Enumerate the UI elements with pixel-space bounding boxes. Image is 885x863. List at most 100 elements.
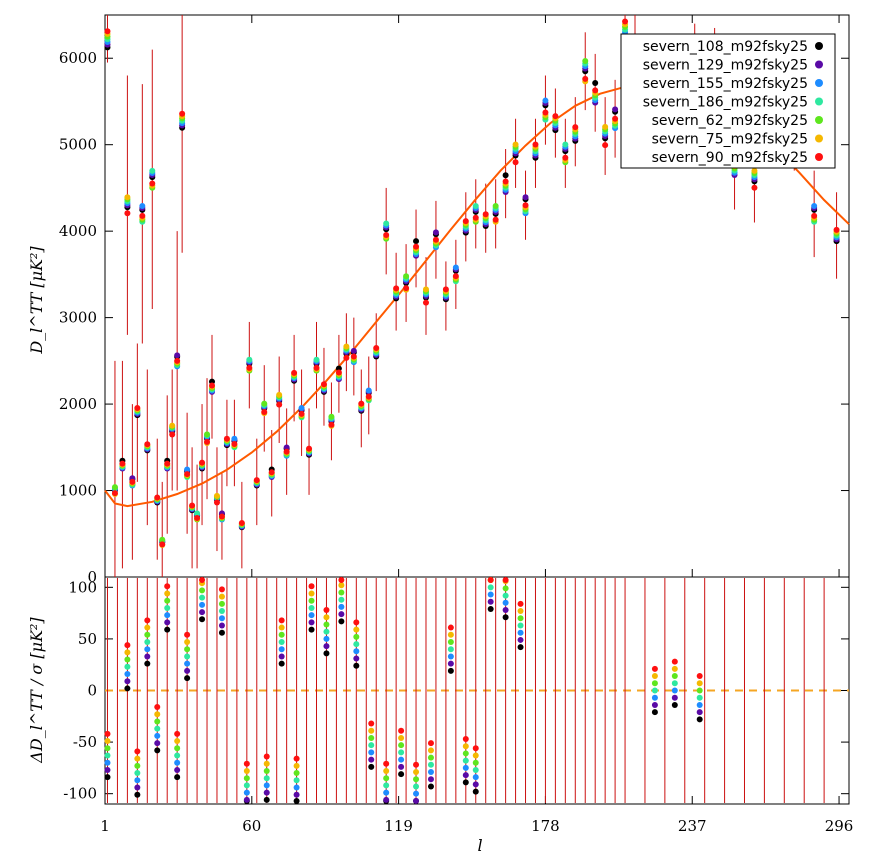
residual-point xyxy=(278,639,285,646)
residual-point xyxy=(398,763,405,770)
bottom-y-tick-labels: -100 -50 0 50 100 xyxy=(63,578,97,802)
data-point xyxy=(104,28,111,35)
residual-point xyxy=(368,756,375,763)
top-y-tick-label: 2000 xyxy=(59,395,97,413)
residual-point xyxy=(398,771,405,778)
residual-point xyxy=(447,646,454,653)
residual-point xyxy=(338,603,345,610)
data-point xyxy=(373,344,380,351)
data-point xyxy=(403,285,410,292)
residual-point xyxy=(696,709,703,716)
data-point xyxy=(159,536,166,543)
data-point xyxy=(582,75,589,82)
top-y-tick-label: 3000 xyxy=(59,309,97,327)
top-y-tick-label: 5000 xyxy=(59,136,97,154)
residual-point xyxy=(199,609,206,616)
data-point xyxy=(164,460,171,467)
data-point xyxy=(119,460,126,467)
residual-point xyxy=(462,743,469,750)
residual-point xyxy=(487,577,494,583)
residual-point xyxy=(124,656,131,663)
legend-label: severn_90_m92fsky25 xyxy=(652,150,808,166)
data-point xyxy=(169,431,176,438)
residual-point xyxy=(243,767,250,774)
data-point xyxy=(246,364,253,371)
residual-point xyxy=(671,687,678,694)
data-point xyxy=(383,231,390,238)
residual-point xyxy=(353,626,360,633)
residual-point xyxy=(383,760,390,767)
residual-point xyxy=(218,593,225,600)
residual-point xyxy=(651,701,658,708)
residual-point xyxy=(323,635,330,642)
data-point xyxy=(592,87,599,94)
data-point xyxy=(194,510,201,517)
residual-point xyxy=(651,709,658,716)
data-point xyxy=(174,352,181,359)
data-point xyxy=(562,154,569,161)
residual-point xyxy=(124,685,131,692)
residual-point xyxy=(651,673,658,680)
residual-point xyxy=(154,747,161,754)
residual-point xyxy=(502,577,509,583)
residual-point xyxy=(174,745,181,752)
residual-point xyxy=(104,745,111,752)
residual-point xyxy=(293,762,300,769)
residual-point xyxy=(154,704,161,711)
residual-point xyxy=(671,665,678,672)
residual-point xyxy=(164,626,171,633)
residual-point xyxy=(323,621,330,628)
bottom-data-points xyxy=(104,577,703,804)
data-point xyxy=(149,180,156,187)
data-point xyxy=(291,369,298,376)
residual-point xyxy=(134,748,141,755)
residual-point xyxy=(199,601,206,608)
residual-point xyxy=(413,761,420,768)
data-point xyxy=(582,58,589,65)
residual-point xyxy=(144,639,151,646)
data-point xyxy=(751,184,758,191)
legend-label: severn_186_m92fsky25 xyxy=(643,95,808,111)
data-point xyxy=(422,299,429,306)
residual-point xyxy=(218,629,225,636)
residual-point xyxy=(383,782,390,789)
data-point xyxy=(204,438,211,445)
residual-point xyxy=(353,662,360,669)
residual-point xyxy=(174,752,181,759)
residual-point xyxy=(427,783,434,790)
residual-point xyxy=(462,764,469,771)
residual-point xyxy=(124,670,131,677)
data-point xyxy=(124,194,131,201)
residual-point xyxy=(184,675,191,682)
data-point xyxy=(189,502,196,509)
residual-point xyxy=(184,653,191,660)
residual-point xyxy=(154,740,161,747)
data-point xyxy=(452,264,459,271)
residual-point xyxy=(323,628,330,635)
data-point xyxy=(276,401,283,408)
data-point xyxy=(452,273,459,280)
residual-point xyxy=(651,680,658,687)
residual-point xyxy=(502,607,509,614)
residual-point xyxy=(447,639,454,646)
residual-point xyxy=(462,757,469,764)
residual-point xyxy=(164,597,171,604)
residual-point xyxy=(144,646,151,653)
data-point xyxy=(218,513,225,520)
residual-point xyxy=(243,760,250,767)
data-point xyxy=(139,202,146,209)
data-point xyxy=(306,445,313,452)
data-point xyxy=(199,459,206,466)
residual-point xyxy=(174,774,181,781)
data-point xyxy=(223,435,230,442)
residual-point xyxy=(487,598,494,605)
residual-point xyxy=(353,641,360,648)
data-point xyxy=(502,178,509,185)
data-point xyxy=(184,471,191,478)
residual-point xyxy=(199,577,206,583)
residual-point xyxy=(398,756,405,763)
residual-point xyxy=(696,716,703,723)
residual-point xyxy=(368,749,375,756)
residual-point xyxy=(278,646,285,653)
residual-point xyxy=(487,591,494,598)
